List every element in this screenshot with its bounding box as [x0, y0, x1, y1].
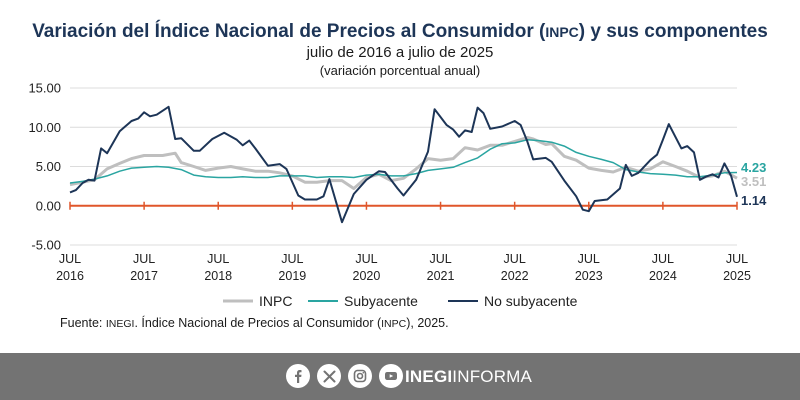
legend-label: No subyacente: [484, 293, 578, 309]
y-tick-label: -5.00: [31, 238, 61, 253]
brand-light: INFORMA: [452, 367, 533, 386]
title-rest: ) y sus componentes: [578, 21, 768, 42]
title-abbr: INPC: [545, 24, 579, 40]
chart-title: Variación del Índice Nacional de Precios…: [0, 21, 800, 43]
series-line-no-subyacente: [69, 105, 738, 224]
x-tick-label: JUL: [59, 252, 81, 266]
x-tick-label: JUL: [504, 252, 526, 266]
chart-canvas: 15.0010.005.000.00-5.00JUL2016JUL2017JUL…: [28, 81, 767, 310]
y-tick-label: 0.00: [36, 198, 61, 213]
x-tick-label: 2016: [56, 269, 84, 283]
x-tick-label: 2020: [353, 269, 381, 283]
title-main: Variación del Índice Nacional de Precios…: [32, 21, 546, 42]
x-tick-label: 2017: [130, 269, 158, 283]
y-tick-label: 5.00: [36, 159, 61, 174]
x-tick-label: 2024: [649, 269, 677, 283]
end-value-label-no-subyacente: 1.14: [741, 193, 767, 208]
end-value-label-subyacente: 4.23: [741, 160, 766, 175]
source-org: INEGI: [105, 318, 135, 330]
x-tick-label: JUL: [207, 252, 229, 266]
source-abbr: INPC: [381, 318, 407, 330]
youtube-icon[interactable]: [379, 364, 403, 388]
series-line-subyacente: [69, 139, 738, 184]
x-tick-label: 2022: [501, 269, 529, 283]
facebook-icon[interactable]: [286, 364, 310, 388]
x-tick-label: JUL: [726, 252, 748, 266]
x-tick-label: JUL: [355, 252, 377, 266]
legend-label: Subyacente: [344, 293, 418, 309]
x-tick-label: 2021: [427, 269, 455, 283]
source-suffix: ), 2025.: [406, 316, 449, 330]
x-tick-label: JUL: [133, 252, 155, 266]
x-tick-label: JUL: [281, 252, 303, 266]
chart-subtitle: julio de 2016 a julio de 2025: [306, 44, 494, 61]
chart-unit-note: (variación porcentual anual): [319, 63, 481, 78]
series-line-inpc: [69, 136, 738, 190]
source-middle: . Índice Nacional de Precios al Consumid…: [134, 316, 382, 330]
y-tick-label: 15.00: [28, 81, 61, 96]
legend-label: INPC: [259, 293, 292, 309]
footer-bar: INEGIINFORMA: [0, 353, 800, 400]
x-tick-label: 2023: [575, 269, 603, 283]
x-tick-label: 2018: [204, 269, 232, 283]
y-tick-label: 10.00: [28, 120, 61, 135]
source-note: Fuente: INEGI. Índice Nacional de Precio…: [60, 316, 449, 330]
end-value-label-inpc: 3.51: [741, 174, 766, 189]
x-tick-label: 2025: [723, 269, 751, 283]
inegi-informa-logo: INEGIINFORMA: [405, 367, 532, 387]
x-tick-label: 2019: [278, 269, 306, 283]
brand-bold: INEGI: [405, 367, 453, 386]
x-icon[interactable]: [317, 364, 341, 388]
x-tick-label: JUL: [429, 252, 451, 266]
social-links: [286, 364, 403, 388]
source-prefix: Fuente:: [60, 316, 106, 330]
instagram-icon[interactable]: [348, 364, 372, 388]
x-tick-label: JUL: [578, 252, 600, 266]
x-tick-label: JUL: [652, 252, 674, 266]
